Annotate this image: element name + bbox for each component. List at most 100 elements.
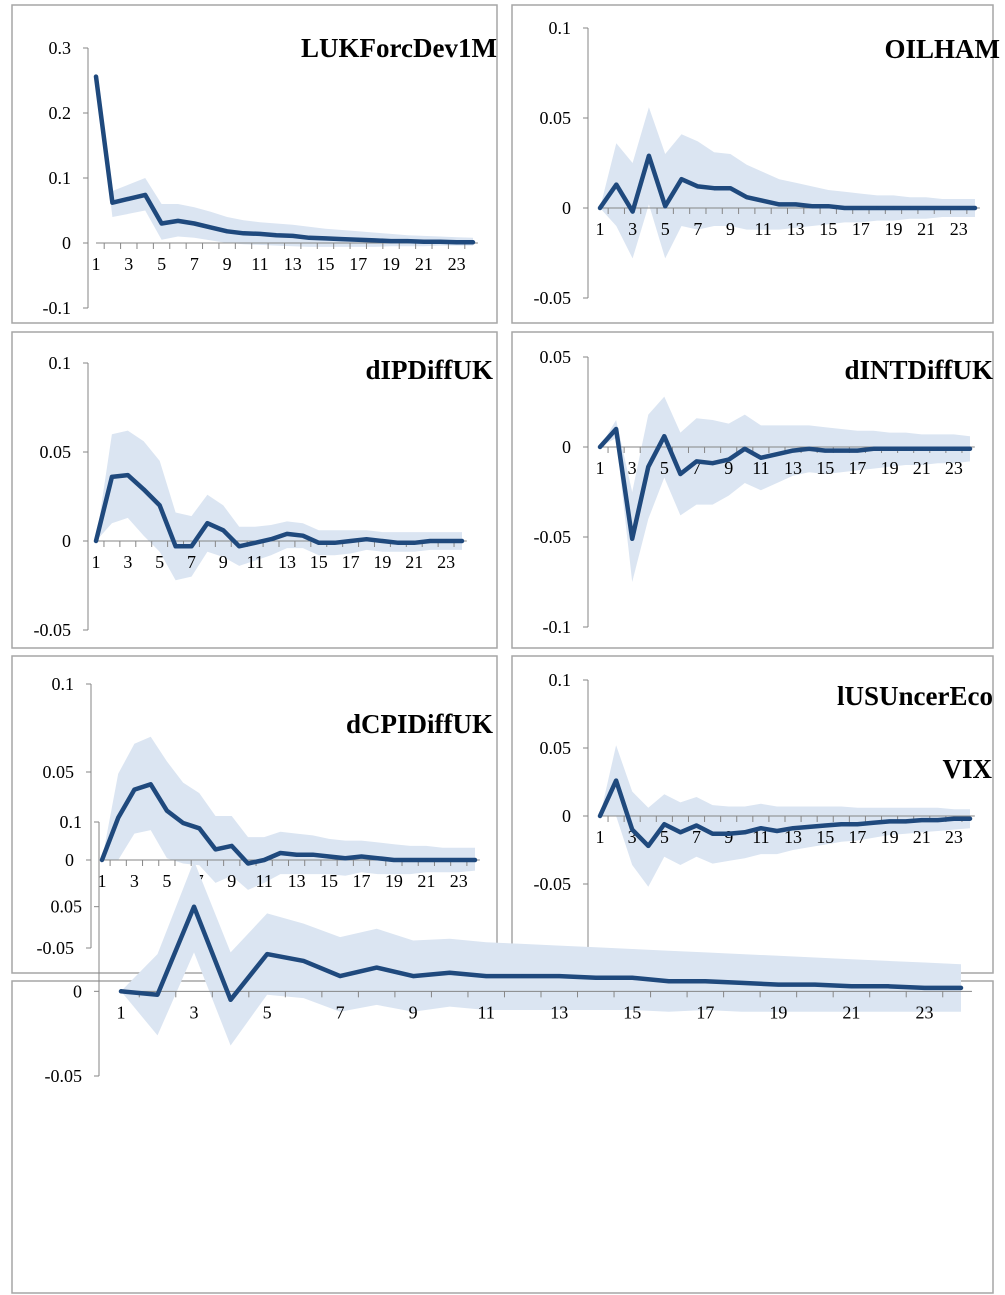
panel-frame <box>11 331 498 649</box>
panel-title: VIX <box>942 754 992 784</box>
x-tick-label: 15 <box>816 827 834 847</box>
irf-point <box>373 239 376 242</box>
x-tick-label: 3 <box>628 458 637 478</box>
irf-point <box>262 858 266 862</box>
x-tick-label: 19 <box>769 1002 787 1022</box>
irf-point <box>957 206 960 210</box>
irf-point <box>824 824 827 827</box>
irf-point <box>647 844 650 848</box>
irf-line <box>93 472 465 549</box>
irf-point <box>344 857 347 860</box>
irf-point <box>411 974 415 978</box>
irf-point <box>630 537 634 540</box>
irf-point <box>360 855 363 858</box>
irf-point <box>598 814 602 818</box>
irf-point <box>485 974 488 978</box>
x-tick-label: 5 <box>660 458 669 478</box>
irf-line <box>93 74 476 245</box>
y-tick-label: 0.1 <box>52 674 75 694</box>
irf-point <box>142 488 145 491</box>
irf-point <box>968 447 972 450</box>
irf-point <box>875 206 879 210</box>
irf-point <box>695 460 698 463</box>
x-tick-label: 5 <box>263 1002 272 1022</box>
irf-point <box>392 858 396 862</box>
irf-point <box>222 529 225 532</box>
panel-title: LUKForcDev1M <box>301 33 497 63</box>
irf-point <box>174 545 177 548</box>
irf-point <box>389 239 393 243</box>
irf-point <box>840 822 843 826</box>
irf-point <box>663 435 666 438</box>
irf-point <box>190 545 193 548</box>
irf-point <box>777 983 780 986</box>
irf-point <box>647 465 650 468</box>
x-tick-label: 21 <box>917 219 935 239</box>
x-tick-label: 19 <box>382 254 400 274</box>
x-tick-label: 9 <box>227 871 236 891</box>
irf-point <box>253 541 257 544</box>
irf-point <box>94 75 98 78</box>
irf-point <box>888 447 891 450</box>
x-tick-label: 15 <box>819 219 837 239</box>
confidence-band <box>102 736 475 890</box>
irf-point <box>696 185 700 188</box>
irf-point <box>285 532 289 536</box>
x-tick-label: 11 <box>251 254 268 274</box>
y-tick-label: 0 <box>562 437 571 457</box>
irf-point <box>892 206 895 210</box>
irf-point <box>376 857 379 860</box>
y-tick-label: 0.05 <box>43 762 75 782</box>
irf-point <box>920 447 923 450</box>
irf-point <box>324 237 327 240</box>
x-tick-label: 17 <box>342 552 360 572</box>
irf-point <box>614 779 618 782</box>
irf-point <box>521 974 524 978</box>
irf-point <box>791 827 795 830</box>
irf-point <box>936 447 940 450</box>
irf-point <box>667 979 671 983</box>
irf-point <box>827 205 830 208</box>
x-tick-label: 23 <box>437 552 455 572</box>
irf-point <box>375 966 378 969</box>
y-tick-label: 0.1 <box>549 670 572 690</box>
x-tick-label: 9 <box>724 827 733 847</box>
irf-point <box>598 206 602 210</box>
x-tick-label: 17 <box>848 827 866 847</box>
x-tick-label: 5 <box>157 254 166 274</box>
panel-frame <box>511 331 994 649</box>
irf-point <box>695 824 698 827</box>
y-tick-label: -0.05 <box>534 874 572 894</box>
x-tick-label: 1 <box>92 552 101 572</box>
irf-point <box>872 821 875 824</box>
irf-point <box>209 226 212 229</box>
irf-panel-5: -0.0500.050.11357911131517192123dCPIDiff… <box>11 655 498 974</box>
irf-point <box>133 788 136 791</box>
irf-point <box>193 222 196 225</box>
irf-point <box>317 541 320 544</box>
panel-title: dIPDiffUK <box>366 355 494 385</box>
irf-panel-1: -0.100.10.20.31 3 5 7 9 11 13 15 17 19 21 23LUKForc… <box>11 4 498 324</box>
irf-point <box>455 241 458 244</box>
panel-frame <box>11 4 498 324</box>
irf-point <box>761 199 765 202</box>
irf-point <box>631 210 634 213</box>
x-tick-label: 17 <box>852 219 870 239</box>
irf-point <box>158 504 161 507</box>
irf-point <box>111 201 114 204</box>
irf-point <box>959 986 963 990</box>
y-tick-label: 0 <box>62 531 71 551</box>
x-tick-label: 23 <box>945 458 963 478</box>
y-tick-label: 0 <box>65 850 74 870</box>
panel-title: dINTDiffUK <box>844 355 993 385</box>
irf-point <box>775 453 779 456</box>
x-tick-label: 21 <box>913 458 931 478</box>
x-tick-label: 11 <box>246 552 263 572</box>
irf-point <box>727 832 730 835</box>
irf-point <box>594 976 597 979</box>
x-tick-label: 19 <box>373 552 391 572</box>
irf-point <box>192 905 196 908</box>
x-tick-label: 19 <box>881 827 899 847</box>
irf-point <box>117 816 120 819</box>
